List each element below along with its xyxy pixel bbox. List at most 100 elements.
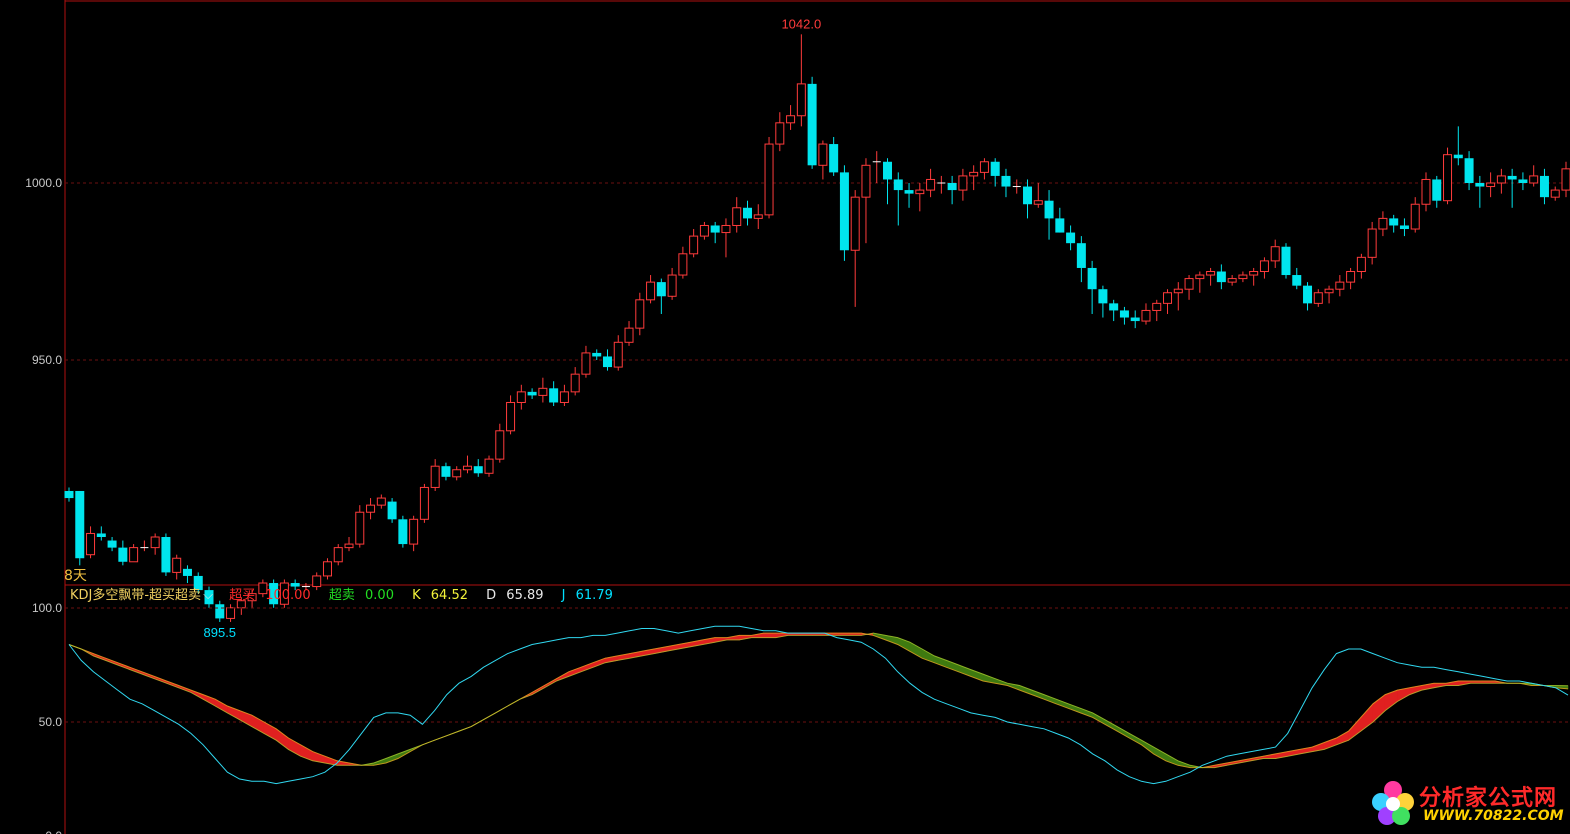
candle bbox=[807, 76, 817, 169]
candle-body-down bbox=[1055, 218, 1065, 233]
candle-body-down bbox=[182, 568, 192, 576]
indicator-name[interactable]: KDJ多空飘带-超买超卖 bbox=[70, 588, 202, 603]
candle-body-down bbox=[947, 183, 957, 191]
candle-body-up bbox=[344, 543, 354, 549]
candle-body-up bbox=[1378, 217, 1388, 230]
candle bbox=[926, 168, 936, 198]
candle bbox=[710, 221, 720, 244]
candle bbox=[1087, 260, 1097, 314]
candle bbox=[947, 175, 957, 205]
candle-body-down bbox=[1119, 310, 1129, 318]
candle bbox=[355, 505, 365, 548]
candle-body-down bbox=[1066, 232, 1076, 244]
candle bbox=[1539, 168, 1549, 205]
candle bbox=[624, 321, 634, 346]
candle bbox=[646, 275, 656, 304]
candle bbox=[150, 533, 160, 555]
candle bbox=[430, 459, 440, 491]
period-label: 8天 bbox=[64, 568, 87, 584]
candle-body-down bbox=[193, 575, 203, 591]
candle bbox=[1206, 267, 1216, 286]
candle-body-up bbox=[1486, 182, 1496, 188]
candle-body-down bbox=[1098, 289, 1108, 304]
candle-body-up bbox=[667, 274, 677, 297]
candle-body-up bbox=[226, 607, 236, 619]
candle-body-up bbox=[484, 458, 494, 474]
candle-body-up bbox=[247, 593, 257, 602]
candle bbox=[1023, 179, 1033, 219]
legend-k-label: K bbox=[412, 588, 421, 603]
kdj-ribbon bbox=[68, 632, 1569, 768]
ribbon-segment bbox=[970, 669, 984, 682]
candle-body-down bbox=[1399, 225, 1409, 230]
candle-body-up bbox=[1410, 203, 1420, 230]
candle-body-down bbox=[549, 388, 559, 403]
candle bbox=[215, 600, 225, 622]
chevron-down-icon[interactable]: ⌵ bbox=[203, 588, 213, 603]
candle-body-up bbox=[732, 207, 742, 226]
candle-body-up bbox=[1443, 154, 1453, 202]
candle bbox=[1152, 299, 1162, 322]
candle bbox=[1399, 218, 1409, 237]
candle-body-down bbox=[592, 352, 602, 357]
candle-body-up bbox=[1141, 309, 1151, 322]
candle-body-down bbox=[1453, 154, 1463, 159]
candle-body-down bbox=[527, 391, 537, 396]
candle-body-up bbox=[1259, 260, 1269, 273]
candle bbox=[742, 200, 752, 226]
candle-body-up bbox=[430, 465, 440, 488]
candle-body-down bbox=[893, 179, 903, 191]
candle-body-down bbox=[290, 583, 300, 587]
candle bbox=[290, 579, 300, 591]
candle-body-up bbox=[333, 547, 343, 563]
candle-body-up bbox=[796, 83, 806, 117]
ribbon-segment bbox=[763, 632, 777, 638]
candle bbox=[1464, 151, 1474, 191]
ribbon-segment bbox=[214, 698, 228, 714]
candle bbox=[1249, 267, 1259, 286]
candle bbox=[1195, 271, 1205, 293]
candle-body-down bbox=[904, 190, 914, 194]
candle bbox=[1216, 264, 1226, 290]
ribbon-segment bbox=[275, 728, 289, 750]
legend-overbought-label: 超买 bbox=[229, 588, 256, 603]
candle bbox=[1421, 172, 1431, 212]
candle bbox=[937, 175, 946, 194]
candle bbox=[1001, 168, 1011, 198]
candle bbox=[1443, 147, 1453, 205]
candle bbox=[64, 487, 74, 502]
ribbon-segment bbox=[1019, 685, 1033, 696]
candlestick-series[interactable] bbox=[64, 34, 1570, 622]
candle bbox=[129, 544, 139, 563]
max-price-label: 1042.0 bbox=[781, 16, 821, 31]
candle-body-down bbox=[1216, 271, 1226, 283]
candle-body-up bbox=[786, 115, 796, 124]
candle-body-down bbox=[204, 590, 214, 605]
candle-body-up bbox=[1033, 200, 1043, 205]
candle-body-down bbox=[1130, 317, 1140, 322]
candle bbox=[527, 388, 537, 399]
candle-body-down bbox=[742, 207, 752, 219]
candle bbox=[915, 183, 925, 212]
candle-body-up bbox=[689, 235, 699, 255]
candle-body-down bbox=[1076, 243, 1086, 268]
candle-body-up bbox=[969, 171, 979, 177]
candle-body-down bbox=[75, 490, 85, 559]
watermark-title: 分析家公式网 bbox=[1419, 786, 1558, 811]
candle bbox=[387, 498, 397, 523]
candle bbox=[893, 172, 903, 226]
d-line bbox=[68, 632, 1569, 769]
watermark-url: WWW.70822.COM bbox=[1423, 808, 1564, 824]
candle bbox=[1238, 271, 1248, 283]
legend-d-value: 65.89 bbox=[506, 588, 544, 603]
candle bbox=[678, 246, 688, 279]
candle bbox=[1259, 257, 1269, 279]
legend-oversold-label: 超卖 bbox=[328, 588, 355, 603]
candle bbox=[473, 459, 483, 477]
candle bbox=[1561, 161, 1570, 198]
candle-body-down bbox=[269, 583, 279, 605]
candle bbox=[1044, 190, 1054, 240]
candle-body-down bbox=[1464, 158, 1474, 183]
candle bbox=[1389, 214, 1399, 233]
candle-body-up bbox=[1529, 175, 1539, 184]
